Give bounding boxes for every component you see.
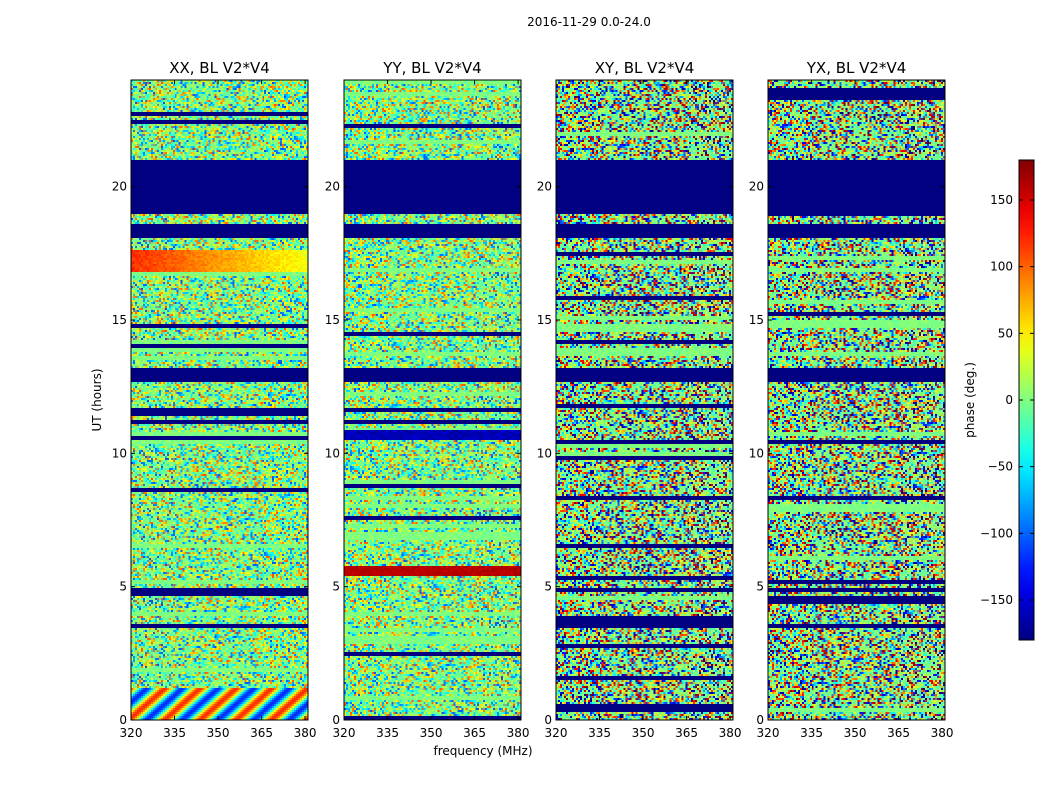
y-tick-label: 5 [119, 580, 127, 594]
y-tick-label: 20 [112, 180, 127, 194]
y-tick-label: 0 [332, 713, 340, 727]
colorbar-tick-label: −150 [980, 593, 1013, 607]
colorbar-tick-label: 150 [990, 193, 1013, 207]
panel-title: YY, BL V2*V4 [382, 59, 481, 77]
y-tick-label: 10 [537, 446, 552, 460]
x-tick-label: 365 [250, 726, 273, 740]
x-tick-label: 350 [420, 726, 443, 740]
panel-xx: XX, BL V2*V4 320 335 350 365 380 0 5 10 15 20 [112, 59, 317, 740]
figure-suptitle: 2016-11-29 0.0-24.0 [527, 15, 651, 29]
y-tick-label: 5 [544, 580, 552, 594]
colorbar-tick-label: −100 [980, 526, 1013, 540]
x-tick-label: 350 [844, 726, 867, 740]
x-tick-label: 365 [887, 726, 910, 740]
y-tick-label: 15 [749, 313, 764, 327]
x-tick-label: 320 [757, 726, 780, 740]
x-tick-label: 380 [719, 726, 742, 740]
colorbar-tick-label: −50 [988, 460, 1013, 474]
y-tick-label: 10 [112, 446, 127, 460]
waterfall-image-yy [344, 80, 521, 720]
axes-frame [130, 79, 309, 721]
waterfall-image-yx [768, 80, 945, 720]
x-tick-label: 380 [931, 726, 954, 740]
panel-xy: XY, BL V2*V4 320 335 350 365 380 0 5 10 15 20 [537, 59, 742, 740]
y-tick-label: 5 [756, 580, 764, 594]
y-tick-label: 10 [325, 446, 340, 460]
y-tick-label: 20 [537, 180, 552, 194]
axes-frame [555, 79, 734, 721]
panel-title: XX, BL V2*V4 [169, 59, 270, 77]
y-tick-label: 20 [325, 180, 340, 194]
y-tick-label: 0 [756, 713, 764, 727]
colorbar-tick-label: 0 [1005, 393, 1013, 407]
y-tick-label: 0 [544, 713, 552, 727]
y-tick-label: 5 [332, 580, 340, 594]
x-tick-label: 335 [800, 726, 823, 740]
y-tick-label: 20 [749, 180, 764, 194]
colorbar-label: phase (deg.) [963, 362, 977, 438]
panel-yx: YX, BL V2*V4 320 335 350 365 380 0 5 10 15 20 [749, 59, 954, 740]
axes-frame [343, 79, 522, 721]
y-tick-label: 15 [537, 313, 552, 327]
y-tick-label: 10 [749, 446, 764, 460]
x-tick-label: 380 [507, 726, 530, 740]
x-tick-label: 365 [675, 726, 698, 740]
y-tick-label: 15 [325, 313, 340, 327]
waterfall-image-xx [131, 80, 308, 720]
y-axis-label: UT (hours) [90, 368, 104, 431]
colorbar: −150 −100 −50 0 50 100 150 [980, 159, 1035, 641]
x-tick-label: 320 [333, 726, 356, 740]
panel-title: YX, BL V2*V4 [806, 59, 907, 77]
x-tick-label: 335 [376, 726, 399, 740]
colorbar-tick-label: 50 [998, 326, 1013, 340]
x-axis-label: frequency (MHz) [433, 744, 532, 758]
x-tick-label: 335 [163, 726, 186, 740]
x-tick-label: 365 [463, 726, 486, 740]
x-tick-label: 350 [632, 726, 655, 740]
waterfall-image-xy [556, 80, 733, 720]
panel-title: XY, BL V2*V4 [595, 59, 695, 77]
y-tick-label: 0 [119, 713, 127, 727]
colorbar-tick-label: 100 [990, 260, 1013, 274]
x-tick-label: 380 [294, 726, 317, 740]
x-tick-label: 350 [207, 726, 230, 740]
axes-frame [767, 79, 946, 721]
y-tick-label: 15 [112, 313, 127, 327]
x-tick-label: 320 [120, 726, 143, 740]
x-tick-label: 320 [545, 726, 568, 740]
panel-yy: YY, BL V2*V4 320 335 350 365 380 0 5 10 15 20 [325, 59, 530, 740]
x-tick-label: 335 [588, 726, 611, 740]
